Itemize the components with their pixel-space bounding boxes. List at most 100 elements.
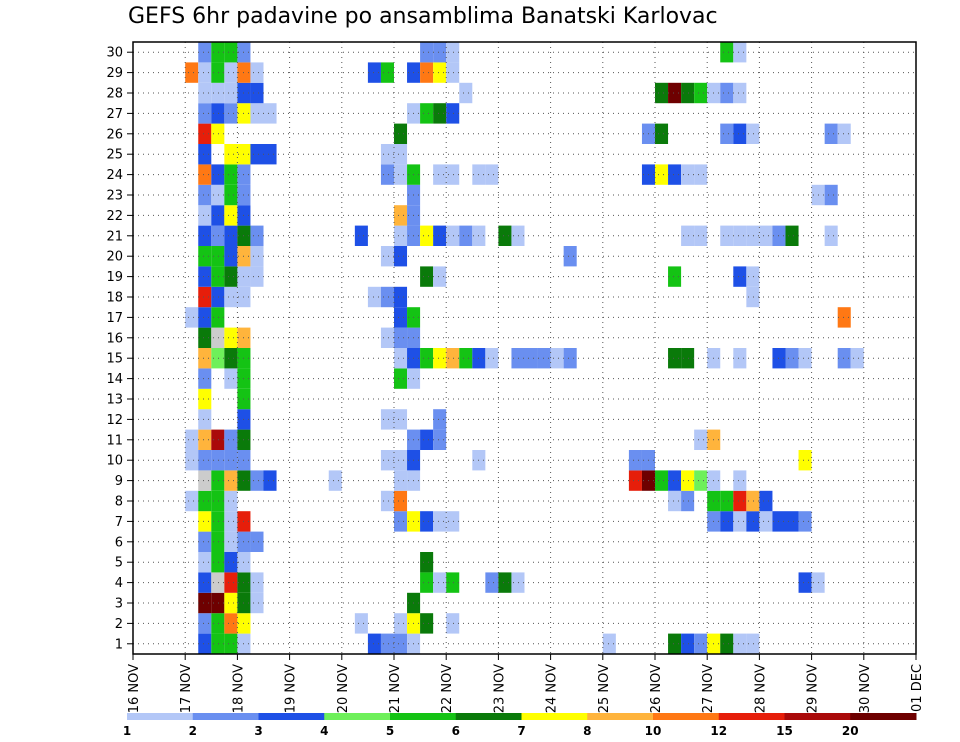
heatmap-cell: [733, 348, 747, 369]
heatmap-cell: [485, 164, 499, 185]
heatmap-cell: [537, 348, 551, 369]
heatmap-cell: [224, 103, 238, 124]
heatmap-cell: [498, 572, 512, 593]
heatmap-cell: [224, 572, 238, 593]
heatmap-cell: [198, 164, 212, 185]
heatmap-cell: [681, 633, 695, 654]
heatmap-cell: [263, 103, 277, 124]
heatmap-cell: [433, 42, 447, 63]
heatmap-cell: [211, 42, 225, 63]
colorbar-label: 2: [189, 724, 197, 738]
heatmap-cell: [250, 246, 264, 267]
y-tick-label: 12: [106, 413, 123, 428]
plot-frame: [132, 41, 917, 655]
heatmap-cell: [198, 225, 212, 246]
heatmap-cell: [668, 82, 682, 104]
heatmap-cell: [354, 613, 368, 634]
heatmap-cell: [746, 123, 760, 144]
y-tick-label: 20: [106, 250, 123, 265]
heatmap-cell: [380, 633, 394, 654]
heatmap-cell: [420, 511, 434, 532]
heatmap-cell: [681, 348, 695, 369]
heatmap-cell: [733, 225, 747, 246]
colorbar-swatch: [390, 713, 457, 720]
colorbar-swatch: [784, 713, 851, 720]
heatmap-cell: [798, 511, 812, 532]
heatmap-cell: [394, 246, 408, 267]
heatmap-cell: [198, 266, 212, 287]
heatmap-cell: [224, 633, 238, 654]
heatmap-cell: [785, 348, 799, 369]
heatmap-cell: [211, 613, 225, 634]
heatmap-cell: [250, 572, 264, 593]
heatmap-cell: [211, 62, 225, 83]
heatmap-cell: [224, 184, 238, 206]
x-tick-label: 21 NOV: [388, 664, 403, 713]
heatmap-cell: [394, 307, 408, 328]
heatmap-cell: [224, 164, 238, 185]
colorbar-label: 4: [320, 724, 328, 738]
heatmap-cell: [498, 225, 512, 246]
heatmap-cell: [211, 470, 225, 491]
heatmap-cell: [720, 123, 734, 144]
heatmap-cell: [224, 62, 238, 83]
heatmap-cell: [694, 225, 708, 246]
heatmap-cell: [394, 225, 408, 246]
y-tick-label: 4: [115, 576, 123, 591]
heatmap-cell: [720, 633, 734, 654]
heatmap-cell: [394, 470, 408, 491]
heatmap-cell: [394, 633, 408, 654]
heatmap-cell: [524, 348, 538, 369]
heatmap-cell: [263, 144, 277, 165]
heatmap-cell: [733, 511, 747, 532]
y-tick-label: 3: [115, 597, 123, 612]
heatmap-cell: [224, 552, 238, 573]
heatmap-cell: [485, 572, 499, 593]
heatmap-cell: [211, 123, 225, 144]
heatmap-cell: [224, 490, 238, 512]
heatmap-cell: [198, 348, 212, 369]
heatmap-cell: [211, 592, 225, 614]
x-tick-label: 27 NOV: [701, 664, 716, 713]
heatmap-cell: [198, 62, 212, 83]
heatmap-cell: [198, 205, 212, 226]
heatmap-cell: [759, 225, 773, 246]
x-tick-label: 17 NOV: [179, 664, 194, 713]
heatmap-cell: [224, 613, 238, 634]
heatmap-cell: [224, 205, 238, 226]
heatmap-cell: [224, 286, 238, 308]
heatmap-cell: [224, 246, 238, 267]
heatmap-cell: [198, 327, 212, 348]
heatmap-cell: [367, 633, 381, 654]
y-axis: 1234567891011121314151617181920212223242…: [106, 46, 133, 652]
heatmap-cell: [550, 348, 564, 369]
heatmap-cell: [380, 144, 394, 165]
heatmap-cell: [198, 368, 212, 389]
heatmap-cell: [198, 592, 212, 614]
heatmap-cell: [420, 429, 434, 450]
x-tick-label: 20 NOV: [336, 664, 351, 713]
heatmap-cell: [198, 490, 212, 512]
heatmap-cell: [759, 511, 773, 532]
heatmap-cell: [746, 266, 760, 287]
heatmap-cell: [433, 348, 447, 369]
heatmap-cell: [250, 266, 264, 287]
heatmap-cell: [250, 470, 264, 491]
x-tick-label: 25 NOV: [597, 664, 612, 713]
y-tick-label: 7: [115, 515, 123, 530]
heatmap-cell: [668, 633, 682, 654]
y-tick-label: 30: [106, 46, 123, 61]
heatmap-cell: [198, 511, 212, 532]
colorbar-swatch: [718, 713, 785, 720]
heatmap-cell: [380, 286, 394, 308]
heatmap-cell: [459, 82, 473, 104]
heatmap-cell: [733, 42, 747, 63]
heatmap-cell: [380, 409, 394, 430]
heatmap-cell: [420, 42, 434, 63]
heatmap-cell: [198, 82, 212, 104]
heatmap-cell: [394, 450, 408, 471]
heatmap-cell: [420, 348, 434, 369]
heatmap-cell: [224, 368, 238, 389]
y-tick-label: 23: [106, 189, 123, 204]
heatmap-cell: [198, 633, 212, 654]
